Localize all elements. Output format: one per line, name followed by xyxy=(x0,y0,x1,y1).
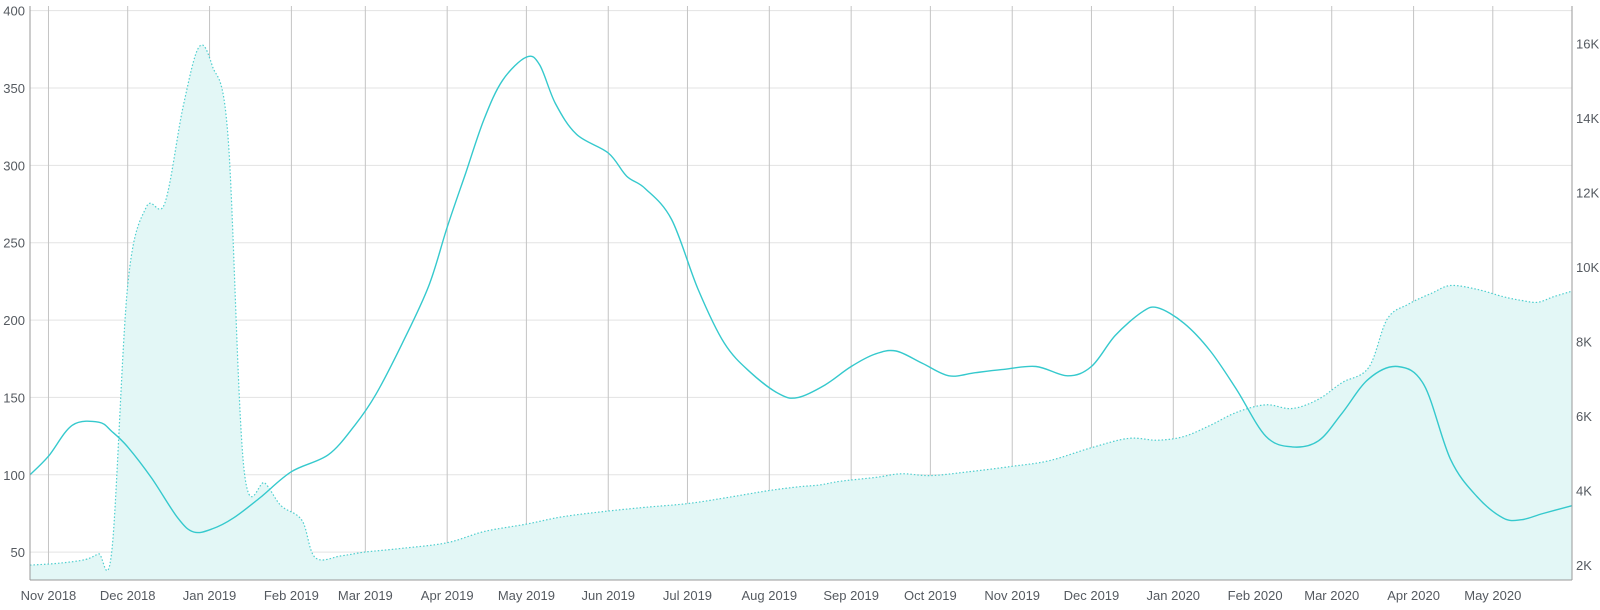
x-tick-label: Sep 2019 xyxy=(823,588,879,603)
x-tick-label: May 2019 xyxy=(498,588,555,603)
y-left-tick-label: 250 xyxy=(3,236,25,251)
y-left-tick-label: 200 xyxy=(3,313,25,328)
x-tick-label: Jan 2020 xyxy=(1147,588,1201,603)
y-left-tick-label: 50 xyxy=(11,545,25,560)
y-right-tick-label: 14K xyxy=(1576,111,1599,126)
x-tick-label: Mar 2019 xyxy=(338,588,393,603)
x-tick-label: Dec 2019 xyxy=(1064,588,1120,603)
x-tick-label: Jun 2019 xyxy=(582,588,636,603)
x-tick-label: Apr 2019 xyxy=(421,588,474,603)
line-series-0 xyxy=(29,55,1573,534)
y-right-tick-label: 10K xyxy=(1576,260,1599,275)
line-series-layer xyxy=(29,55,1573,534)
x-tick-label: Aug 2019 xyxy=(741,588,797,603)
y-right-tick-label: 6K xyxy=(1576,409,1592,424)
x-tick-label: Oct 2019 xyxy=(904,588,957,603)
y-left-tick-label: 400 xyxy=(3,4,25,19)
x-tick-label: May 2020 xyxy=(1464,588,1521,603)
area-series-layer xyxy=(29,44,1573,581)
x-tick-label: Mar 2020 xyxy=(1304,588,1359,603)
x-tick-label: Jan 2019 xyxy=(183,588,237,603)
x-tick-label: Apr 2020 xyxy=(1387,588,1440,603)
y-right-tick-label: 12K xyxy=(1576,185,1599,200)
x-tick-label: Jul 2019 xyxy=(663,588,712,603)
x-tick-label: Nov 2018 xyxy=(21,588,77,603)
y-left-tick-label: 150 xyxy=(3,390,25,405)
area-series-line xyxy=(29,44,1573,572)
x-tick-label: Feb 2019 xyxy=(264,588,319,603)
x-tick-label: Dec 2018 xyxy=(100,588,156,603)
x-tick-label: Feb 2020 xyxy=(1228,588,1283,603)
area-series-fill xyxy=(30,44,1572,581)
y-left-tick-label: 100 xyxy=(3,468,25,483)
axis-layer: 50 100 150 200 250 300 350 400 2K 4K 6K 8K 10K 12K 14K… xyxy=(3,4,1599,603)
y-right-tick-label: 16K xyxy=(1576,36,1599,51)
y-right-tick-label: 2K xyxy=(1576,558,1592,573)
y-left-tick-label: 300 xyxy=(3,158,25,173)
y-left-tick-label: 350 xyxy=(3,81,25,96)
x-tick-label: Nov 2019 xyxy=(984,588,1040,603)
y-right-tick-label: 4K xyxy=(1576,484,1592,499)
y-right-tick-label: 8K xyxy=(1576,334,1592,349)
